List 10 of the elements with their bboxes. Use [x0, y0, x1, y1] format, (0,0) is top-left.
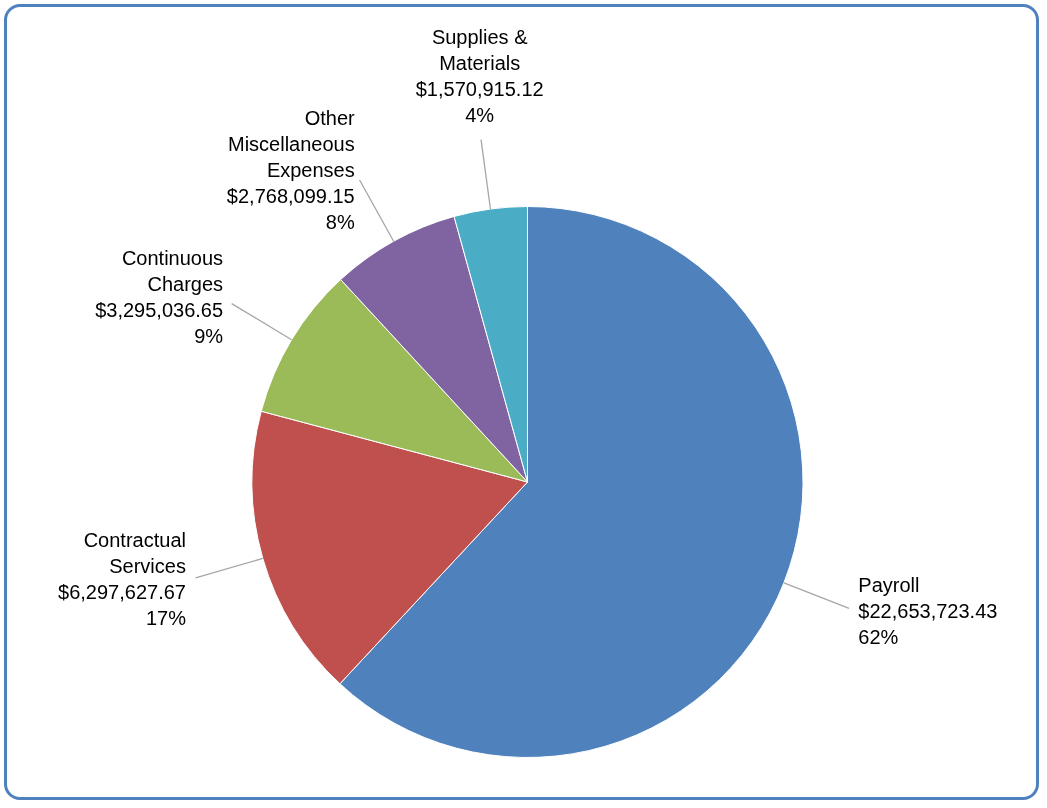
- slice-label: Supplies & Materials: [431, 26, 529, 75]
- slice-label: Continuous Charges: [121, 246, 224, 295]
- data-label: $3,295,036.65 9%: [95, 298, 224, 347]
- slice-label: Contractual Services: [83, 529, 186, 578]
- slice-label: Payroll: [858, 573, 920, 596]
- data-label: $6,297,627.67 17%: [58, 581, 187, 630]
- data-label: $22,653,723.43 62%: [858, 599, 998, 648]
- data-label: $2,768,099.15 8%: [226, 184, 355, 233]
- slice-label: Other Miscellaneous Expenses: [228, 106, 356, 181]
- data-label: $1,570,915.12 4%: [415, 78, 544, 127]
